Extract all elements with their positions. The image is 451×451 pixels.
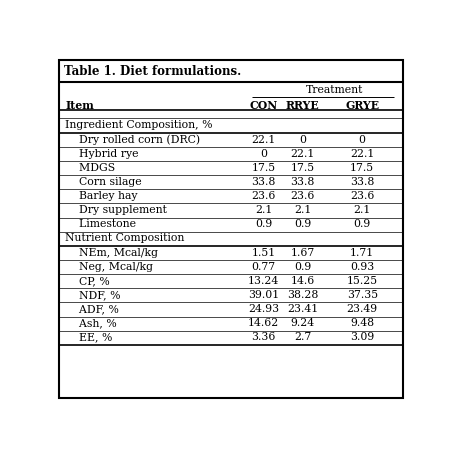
Text: CP, %: CP, % [65,275,110,285]
Text: GRYE: GRYE [345,100,379,110]
Text: 23.41: 23.41 [287,304,318,313]
Text: 9.24: 9.24 [291,318,315,327]
Text: 23.6: 23.6 [290,191,315,201]
Text: 0.77: 0.77 [251,261,276,271]
Text: 0.9: 0.9 [294,261,311,271]
Text: 3.09: 3.09 [350,331,374,341]
Text: Nutrient Composition: Nutrient Composition [65,233,184,243]
Text: Dry rolled corn (DRC): Dry rolled corn (DRC) [65,134,200,145]
Text: 3.36: 3.36 [251,331,276,341]
Text: ADF, %: ADF, % [65,304,119,313]
Text: Limestone: Limestone [65,219,136,229]
Text: 2.1: 2.1 [354,205,371,215]
Text: 22.1: 22.1 [290,148,315,158]
Text: EE, %: EE, % [65,331,112,341]
Text: Hybrid rye: Hybrid rye [65,148,138,158]
Text: Ingredient Composition, %: Ingredient Composition, % [65,120,212,130]
Text: 39.01: 39.01 [248,290,279,299]
Text: 17.5: 17.5 [291,162,315,172]
Text: 33.8: 33.8 [251,176,276,187]
Text: 23.49: 23.49 [347,304,378,313]
Text: RRYE: RRYE [286,100,320,110]
Text: 17.5: 17.5 [251,162,276,172]
Text: 0: 0 [299,134,306,144]
Text: 1.51: 1.51 [251,247,276,257]
Text: 2.1: 2.1 [255,205,272,215]
Text: NDF, %: NDF, % [65,290,120,299]
Text: 1.71: 1.71 [350,247,374,257]
Text: 2.1: 2.1 [294,205,312,215]
Text: Table 1. Diet formulations.: Table 1. Diet formulations. [64,65,241,78]
Text: 1.67: 1.67 [290,247,315,257]
Text: 2.7: 2.7 [294,331,311,341]
Text: 9.48: 9.48 [350,318,374,327]
Text: 24.93: 24.93 [248,304,279,313]
Text: 38.28: 38.28 [287,290,318,299]
Text: Treatment: Treatment [306,85,363,95]
Text: 15.25: 15.25 [347,275,378,285]
Text: 0.93: 0.93 [350,261,374,271]
Text: 0: 0 [260,148,267,158]
Text: 13.24: 13.24 [248,275,279,285]
Text: 17.5: 17.5 [350,162,374,172]
Text: 22.1: 22.1 [251,134,276,144]
Text: 33.8: 33.8 [290,176,315,187]
Text: MDGS: MDGS [65,162,115,172]
Text: NEm, Mcal/kg: NEm, Mcal/kg [65,247,158,257]
Text: Dry supplement: Dry supplement [65,205,167,215]
Text: Item: Item [65,100,94,110]
Text: 33.8: 33.8 [350,176,374,187]
Text: 22.1: 22.1 [350,148,374,158]
Text: 14.62: 14.62 [248,318,279,327]
Text: Neg, Mcal/kg: Neg, Mcal/kg [65,261,153,271]
Text: 0.9: 0.9 [255,219,272,229]
Text: 14.6: 14.6 [290,275,315,285]
Text: Corn silage: Corn silage [65,176,142,187]
Text: Ash, %: Ash, % [65,318,117,327]
Text: CON: CON [249,100,278,110]
Text: 23.6: 23.6 [251,191,276,201]
Text: Barley hay: Barley hay [65,191,138,201]
Text: 0: 0 [359,134,366,144]
Text: 0.9: 0.9 [354,219,371,229]
Text: 0.9: 0.9 [294,219,311,229]
Text: 37.35: 37.35 [347,290,378,299]
Text: 23.6: 23.6 [350,191,374,201]
